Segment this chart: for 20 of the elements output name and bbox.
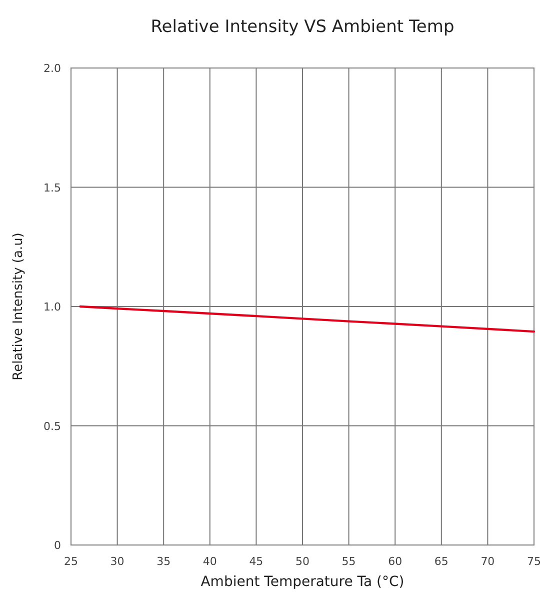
x-tick-label: 60: [388, 555, 402, 568]
x-tick-label: 40: [202, 555, 217, 568]
y-tick-label: 0: [54, 539, 61, 552]
x-tick-label: 70: [480, 555, 495, 568]
x-tick-label: 35: [156, 555, 171, 568]
x-tick-label: 55: [342, 555, 356, 568]
x-tick-label: 65: [434, 555, 448, 568]
y-tick-label: 1.5: [44, 181, 61, 194]
chart-title: Relative Intensity VS Ambient Temp: [150, 17, 454, 37]
x-tick-label: 45: [249, 555, 264, 568]
x-tick-label: 30: [110, 555, 124, 568]
y-axis-title: Relative Intensity (a.u): [11, 232, 26, 380]
x-tick-label: 25: [64, 555, 78, 568]
line-series: [79, 305, 536, 333]
x-tick-label: 75: [527, 555, 541, 568]
x-tick-label: 50: [296, 555, 310, 568]
y-tick-label: 2.0: [44, 62, 61, 75]
y-tick-label: 0.5: [44, 420, 61, 433]
x-axis-title: Ambient Temperature Ta (°C): [200, 574, 404, 590]
y-tick-label: 1.0: [44, 300, 61, 314]
